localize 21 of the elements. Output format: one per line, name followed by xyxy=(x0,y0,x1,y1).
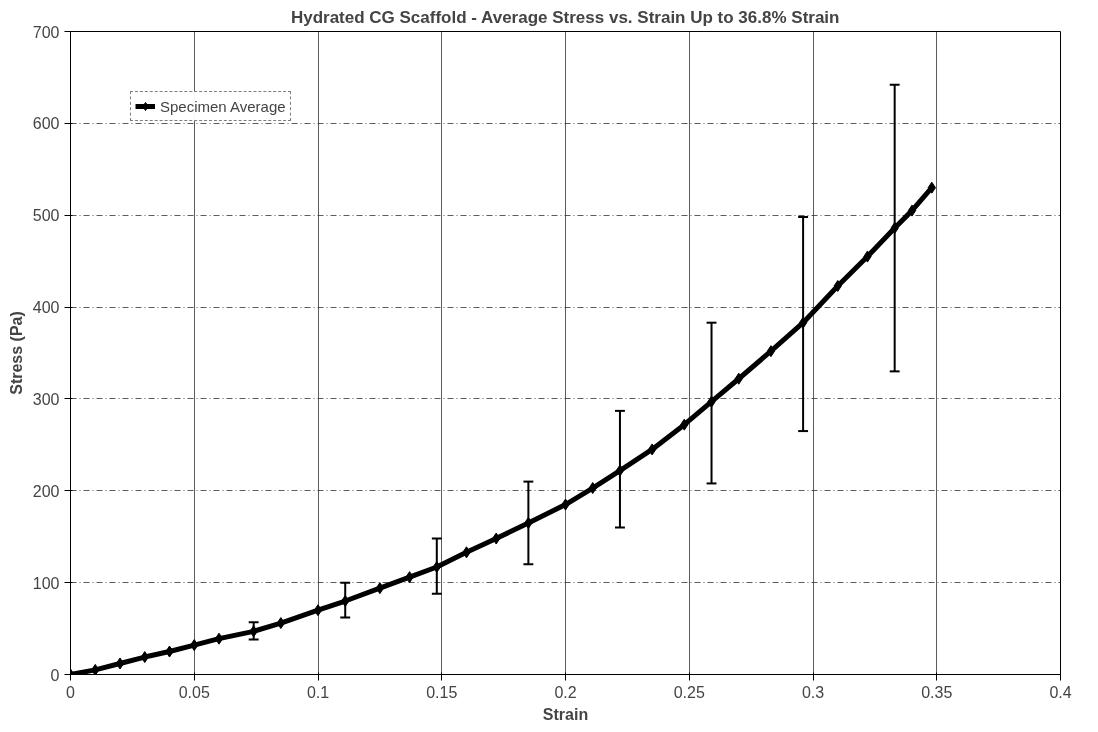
y-tick-label: 500 xyxy=(32,207,60,225)
x-tick-label: 0.05 xyxy=(178,683,210,701)
legend-label: Specimen Average xyxy=(160,97,286,115)
y-tick-label: 300 xyxy=(32,390,60,408)
x-tick-label: 0.2 xyxy=(554,683,577,701)
x-tick-label: 0.1 xyxy=(306,683,330,701)
chart-title: Hydrated CG Scaffold - Average Stress vs. Strain Up to 36.8% Strain xyxy=(290,7,840,27)
x-tick-label: 0.4 xyxy=(1049,683,1072,701)
x-tick-label: 0.25 xyxy=(673,683,705,701)
y-tick-label: 100 xyxy=(32,574,60,592)
y-tick-label: 600 xyxy=(32,115,60,133)
y-axis-title: Stress (Pa) xyxy=(7,311,25,395)
x-axis-title: Strain xyxy=(542,705,589,723)
y-tick-label: 400 xyxy=(32,299,60,317)
y-tick-label: 700 xyxy=(32,23,60,41)
x-tick-label: 0 xyxy=(66,683,76,701)
x-tick-label: 0.35 xyxy=(921,683,953,701)
y-tick-label: 200 xyxy=(32,482,60,500)
x-tick-label: 0.3 xyxy=(801,683,825,701)
x-tick-label: 0.15 xyxy=(426,683,458,701)
y-tick-label: 0 xyxy=(50,666,60,684)
